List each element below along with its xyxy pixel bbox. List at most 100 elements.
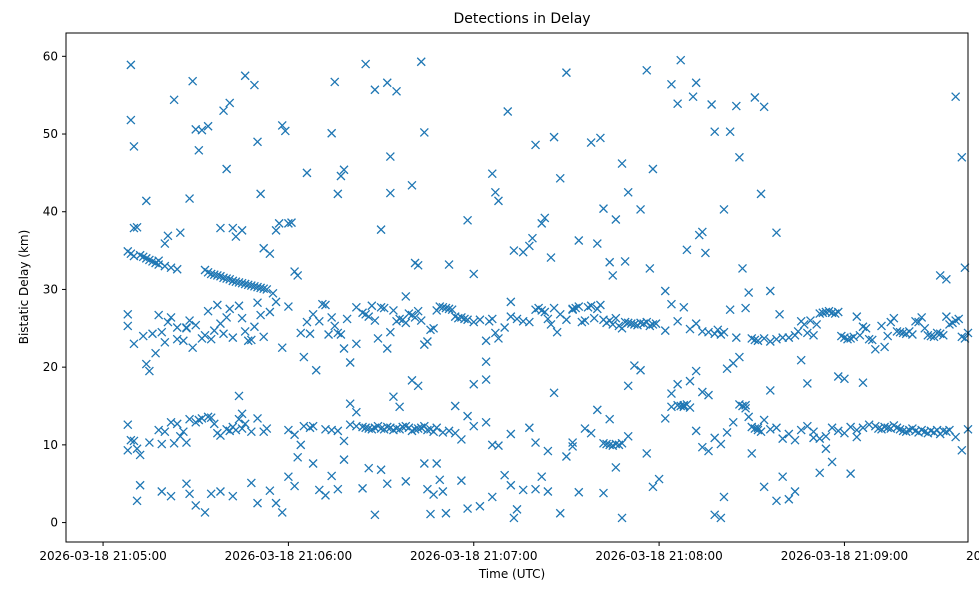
- data-point: [277, 343, 287, 353]
- data-point: [620, 257, 630, 266]
- data-point: [648, 164, 658, 174]
- data-point: [623, 431, 633, 441]
- data-point: [716, 439, 726, 449]
- data-point: [487, 492, 497, 502]
- data-point: [126, 115, 136, 125]
- data-point: [203, 121, 213, 131]
- data-point: [382, 422, 392, 432]
- data-point: [660, 326, 670, 336]
- data-point: [234, 301, 244, 311]
- data-point: [759, 482, 769, 492]
- data-point: [172, 334, 182, 344]
- data-point: [500, 470, 510, 480]
- x-tick-label: 2026-03-18 21:07:00: [410, 549, 537, 563]
- data-point: [802, 328, 812, 338]
- data-point: [151, 348, 161, 358]
- data-point: [700, 248, 710, 258]
- plot-frame: [65, 32, 969, 543]
- data-point: [543, 446, 553, 456]
- data-point: [333, 484, 343, 494]
- data-point: [691, 366, 701, 376]
- data-point: [321, 300, 330, 310]
- data-point: [487, 314, 497, 324]
- data-point: [623, 381, 633, 391]
- data-point: [222, 312, 232, 322]
- y-tick-label: 20: [43, 360, 58, 374]
- data-point: [222, 164, 232, 174]
- data-point: [805, 316, 815, 325]
- data-point: [775, 309, 785, 319]
- data-point: [160, 427, 170, 437]
- x-tick-label: 2026-03-18 21:10:00: [966, 549, 979, 563]
- data-point: [673, 379, 683, 389]
- data-point: [784, 494, 794, 504]
- data-point: [951, 92, 961, 102]
- data-point: [253, 137, 262, 147]
- data-point: [537, 218, 547, 228]
- data-point: [586, 138, 596, 148]
- data-point: [568, 441, 578, 451]
- data-point: [290, 430, 300, 440]
- data-point: [821, 431, 831, 441]
- data-point: [432, 459, 442, 468]
- data-point: [228, 223, 238, 233]
- data-point: [673, 316, 683, 326]
- data-point: [688, 92, 698, 102]
- data-point: [206, 413, 216, 423]
- data-point: [413, 424, 423, 434]
- data-point: [932, 328, 942, 338]
- data-point: [401, 291, 411, 301]
- data-point: [246, 478, 256, 488]
- data-point: [237, 424, 247, 434]
- data-point: [305, 329, 315, 339]
- data-point: [741, 303, 751, 313]
- data-point: [172, 264, 182, 274]
- data-point: [512, 504, 522, 514]
- data-point: [262, 284, 272, 294]
- data-point: [540, 213, 550, 223]
- data-point: [719, 204, 729, 214]
- data-point: [385, 152, 395, 162]
- data-point: [666, 389, 676, 399]
- data-point: [293, 270, 303, 280]
- data-point: [327, 128, 337, 138]
- data-point: [160, 239, 170, 249]
- data-point: [123, 420, 133, 430]
- data-point: [543, 314, 553, 324]
- data-point: [487, 169, 497, 179]
- data-point: [469, 317, 479, 327]
- data-point: [611, 313, 621, 323]
- data-point: [296, 328, 306, 338]
- data-point: [253, 298, 262, 308]
- data-point: [240, 419, 250, 429]
- data-point: [185, 414, 195, 424]
- data-point: [141, 359, 151, 369]
- data-point: [444, 304, 454, 314]
- data-point: [463, 411, 473, 421]
- data-point: [129, 141, 139, 151]
- data-point: [361, 59, 371, 69]
- data-point: [225, 304, 235, 314]
- data-point: [444, 260, 454, 270]
- y-axis: 0 10 20 30 40 50 60: [43, 49, 66, 530]
- data-point: [555, 173, 565, 183]
- data-point: [395, 314, 405, 324]
- data-point: [271, 297, 281, 307]
- data-point: [506, 297, 516, 307]
- data-point: [469, 421, 479, 431]
- data-point: [126, 435, 136, 445]
- y-tick-label: 40: [43, 205, 58, 219]
- data-point: [339, 436, 349, 446]
- data-point: [422, 337, 432, 346]
- data-point: [327, 312, 337, 322]
- data-point: [450, 401, 460, 411]
- data-point: [750, 335, 760, 345]
- data-point: [178, 427, 188, 437]
- data-point: [321, 490, 330, 500]
- data-point: [182, 438, 191, 447]
- data-point: [419, 128, 429, 137]
- data-point: [494, 196, 503, 206]
- data-point: [253, 498, 262, 508]
- data-point: [154, 310, 164, 320]
- data-point: [339, 344, 349, 353]
